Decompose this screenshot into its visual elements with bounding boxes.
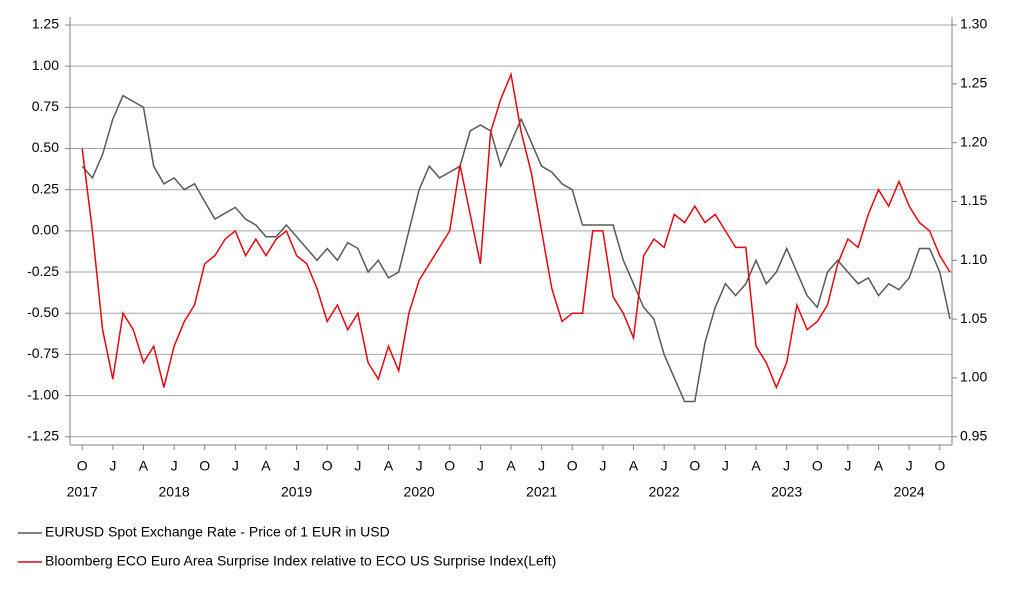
y-tick-label: 0.50: [32, 139, 59, 155]
x-tick-label: O: [322, 458, 333, 474]
y-tick-label: 0.25: [32, 180, 59, 196]
x-tick-label: J: [416, 458, 423, 474]
x-tick-label: A: [874, 458, 884, 474]
y-tick-label: -1.25: [27, 427, 59, 443]
x-tick-label: O: [812, 458, 823, 474]
y2-tick-label: 1.30: [960, 16, 987, 32]
y2-tick-label: 1.25: [960, 75, 987, 91]
year-label: 2020: [404, 484, 435, 500]
x-tick-label: A: [384, 458, 394, 474]
y2-tick-label: 1.10: [960, 251, 987, 267]
y-tick-label: 0.00: [32, 222, 59, 238]
year-label: 2024: [894, 484, 925, 500]
y2-tick-label: 1.00: [960, 369, 987, 385]
y2-tick-label: 1.15: [960, 192, 987, 208]
y-tick-label: 1.25: [32, 16, 59, 32]
x-tick-label: J: [538, 458, 545, 474]
x-tick-label: J: [661, 458, 668, 474]
x-tick-label: A: [139, 458, 149, 474]
x-tick-label: J: [293, 458, 300, 474]
year-label: 2019: [281, 484, 312, 500]
y2-tick-label: 1.05: [960, 310, 987, 326]
year-label: 2022: [649, 484, 680, 500]
y2-tick-label: 1.20: [960, 133, 987, 149]
x-tick-label: O: [689, 458, 700, 474]
x-tick-label: O: [444, 458, 455, 474]
x-tick-label: O: [199, 458, 210, 474]
y2-tick-label: 0.95: [960, 427, 987, 443]
series-line: [81, 71, 951, 390]
year-label: 2017: [67, 484, 98, 500]
x-tick-label: J: [783, 458, 790, 474]
x-tick-label: O: [934, 458, 945, 474]
x-tick-label: J: [171, 458, 178, 474]
year-label: 2018: [159, 484, 190, 500]
x-tick-label: A: [751, 458, 761, 474]
x-tick-label: J: [232, 458, 239, 474]
year-label: 2021: [526, 484, 557, 500]
year-label: 2023: [771, 484, 802, 500]
x-tick-label: J: [599, 458, 606, 474]
legend-label: Bloomberg ECO Euro Area Surprise Index r…: [45, 553, 556, 569]
y-tick-label: -1.00: [27, 386, 59, 402]
y-tick-label: -0.25: [27, 263, 59, 279]
x-tick-label: J: [477, 458, 484, 474]
x-tick-label: J: [354, 458, 361, 474]
x-tick-label: J: [722, 458, 729, 474]
x-tick-label: O: [567, 458, 578, 474]
series-line: [81, 94, 951, 403]
legend-label: EURUSD Spot Exchange Rate - Price of 1 E…: [45, 524, 390, 540]
x-tick-label: J: [109, 458, 116, 474]
y-tick-label: -0.50: [27, 304, 59, 320]
x-tick-label: O: [77, 458, 88, 474]
x-tick-label: J: [844, 458, 851, 474]
y-tick-label: 0.75: [32, 98, 59, 114]
x-tick-label: A: [629, 458, 639, 474]
y-tick-label: 1.00: [32, 57, 59, 73]
x-tick-label: A: [261, 458, 271, 474]
x-tick-label: A: [506, 458, 516, 474]
x-tick-label: J: [906, 458, 913, 474]
y-tick-label: -0.75: [27, 345, 59, 361]
